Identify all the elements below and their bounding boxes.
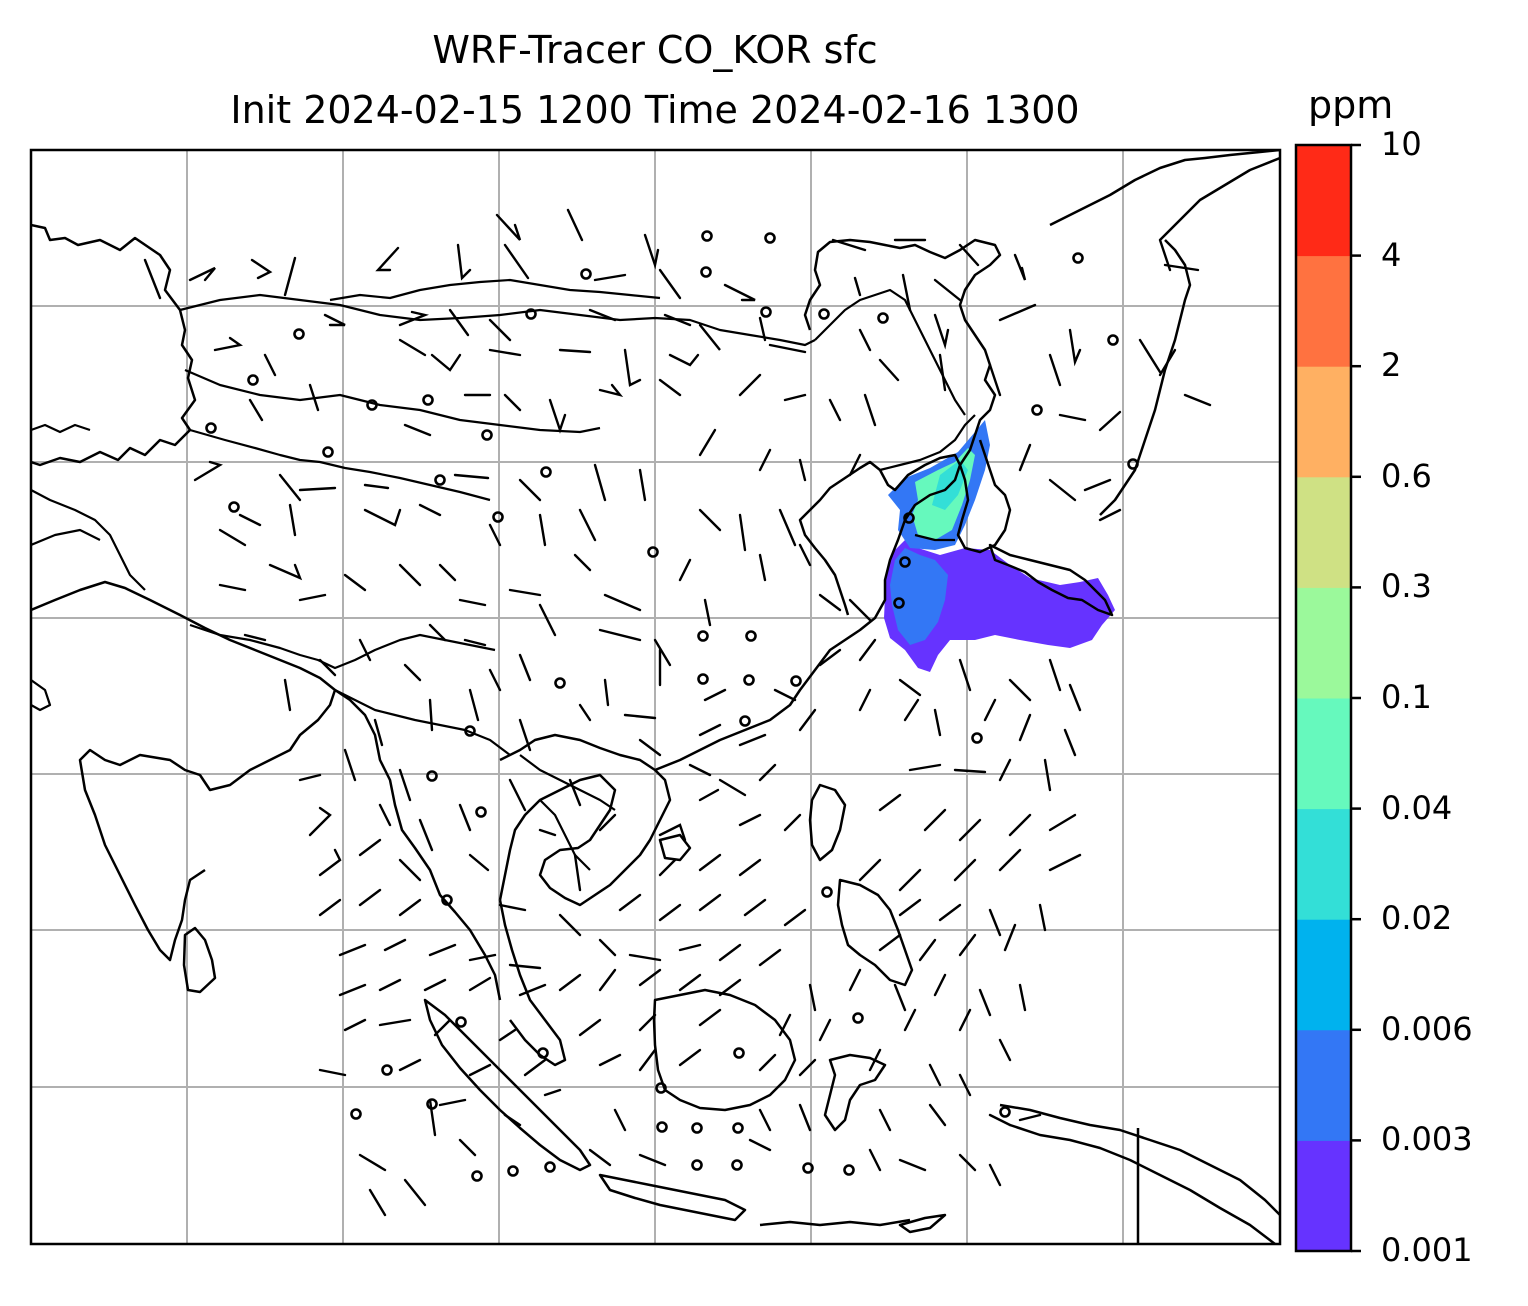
border-nepal-india xyxy=(189,623,496,670)
border-west-central xyxy=(31,679,52,712)
coast-timor xyxy=(898,1213,947,1234)
border-mongolia-russia xyxy=(329,278,661,302)
colorbar-tick-label: 2 xyxy=(1381,346,1402,385)
coast-indochina xyxy=(498,733,672,907)
colorbar-segment xyxy=(1296,476,1351,588)
colorbar-tick-label: 0.003 xyxy=(1381,1120,1473,1159)
border-china-south xyxy=(184,368,601,434)
colorbar-tick-label: 0.1 xyxy=(1381,678,1432,716)
colorbar-unit-label: ppm xyxy=(1308,83,1394,127)
coastlines xyxy=(31,150,1280,1244)
coast-taiwan xyxy=(808,783,847,862)
co-tracer-plume xyxy=(884,420,1115,672)
coast-java xyxy=(598,1173,747,1222)
colorbar-segment xyxy=(1296,255,1351,367)
border-kazakh xyxy=(31,423,91,434)
coast-hainan xyxy=(658,833,692,862)
map-gridlines xyxy=(31,150,1280,1244)
colorbar-tick-label: 0.6 xyxy=(1381,456,1432,495)
colorbar-segment xyxy=(1296,1140,1351,1252)
coast-china-east xyxy=(654,453,962,772)
colorbar-segment xyxy=(1296,1029,1351,1141)
coast-korean-peninsula xyxy=(956,439,1012,554)
colorbar-tick-label: 0.3 xyxy=(1381,567,1432,606)
border-himalaya xyxy=(189,428,491,502)
border-afghanistan xyxy=(31,528,101,547)
colorbar-segment xyxy=(1296,919,1351,1031)
border-pakistan xyxy=(31,489,146,591)
map-title-line1: WRF-Tracer CO_KOR sfc xyxy=(432,28,878,72)
coast-borneo xyxy=(652,988,797,1112)
map-title-line2: Init 2024-02-15 1200 Time 2024-02-16 130… xyxy=(230,88,1080,132)
colorbar-tick-label: 0.001 xyxy=(1381,1231,1473,1269)
map-frame xyxy=(29,148,1282,1246)
colorbar-segment xyxy=(1296,808,1351,920)
coast-sakhalin xyxy=(1159,156,1280,241)
coast-lesser-sunda xyxy=(759,1218,911,1227)
colorbar-tick-label: 4 xyxy=(1381,235,1402,274)
country-borders xyxy=(31,278,976,871)
border-indochina-internal xyxy=(539,799,591,871)
border-korea-dmz xyxy=(914,533,955,542)
coast-bay-of-bengal xyxy=(334,688,502,1001)
border-laos xyxy=(519,754,616,811)
coast-korea xyxy=(803,238,1002,466)
colorbar-segment xyxy=(1296,366,1351,478)
calm-wind-markers xyxy=(205,230,1139,1182)
coast-new-guinea-south xyxy=(1009,1123,1276,1244)
plume-mid-concentration xyxy=(890,548,948,645)
coast-sumatra xyxy=(423,998,592,1172)
coast-sri-lanka xyxy=(182,926,217,994)
coast-himalaya-south xyxy=(31,223,197,467)
coast-sulawesi xyxy=(823,1053,887,1132)
colorbar-segment xyxy=(1296,145,1351,257)
coast-japan-north xyxy=(1099,239,1192,516)
coast-indian-subcontinent xyxy=(31,580,337,962)
border-china-mongolia xyxy=(179,293,816,347)
coast-philippines xyxy=(836,878,914,987)
border-china-korea xyxy=(879,414,976,472)
colorbar xyxy=(1294,143,1361,1253)
border-russia-china-ne xyxy=(814,288,966,416)
coast-japan-honshu xyxy=(988,543,1114,617)
wind-barbs xyxy=(143,208,1212,1217)
colorbar-segment xyxy=(1296,587,1351,699)
coast-russia-east xyxy=(1049,150,1280,227)
coast-new-guinea xyxy=(999,1103,1280,1216)
colorbar-tick-label: 0.04 xyxy=(1381,788,1453,827)
colorbar-tick-label: 0.02 xyxy=(1381,899,1453,938)
border-china-myanmar xyxy=(334,689,511,756)
colorbar-segment xyxy=(1296,698,1351,810)
colorbar-tick-label: 0.006 xyxy=(1381,1009,1473,1048)
colorbar-tick-label: 10 xyxy=(1381,125,1422,163)
